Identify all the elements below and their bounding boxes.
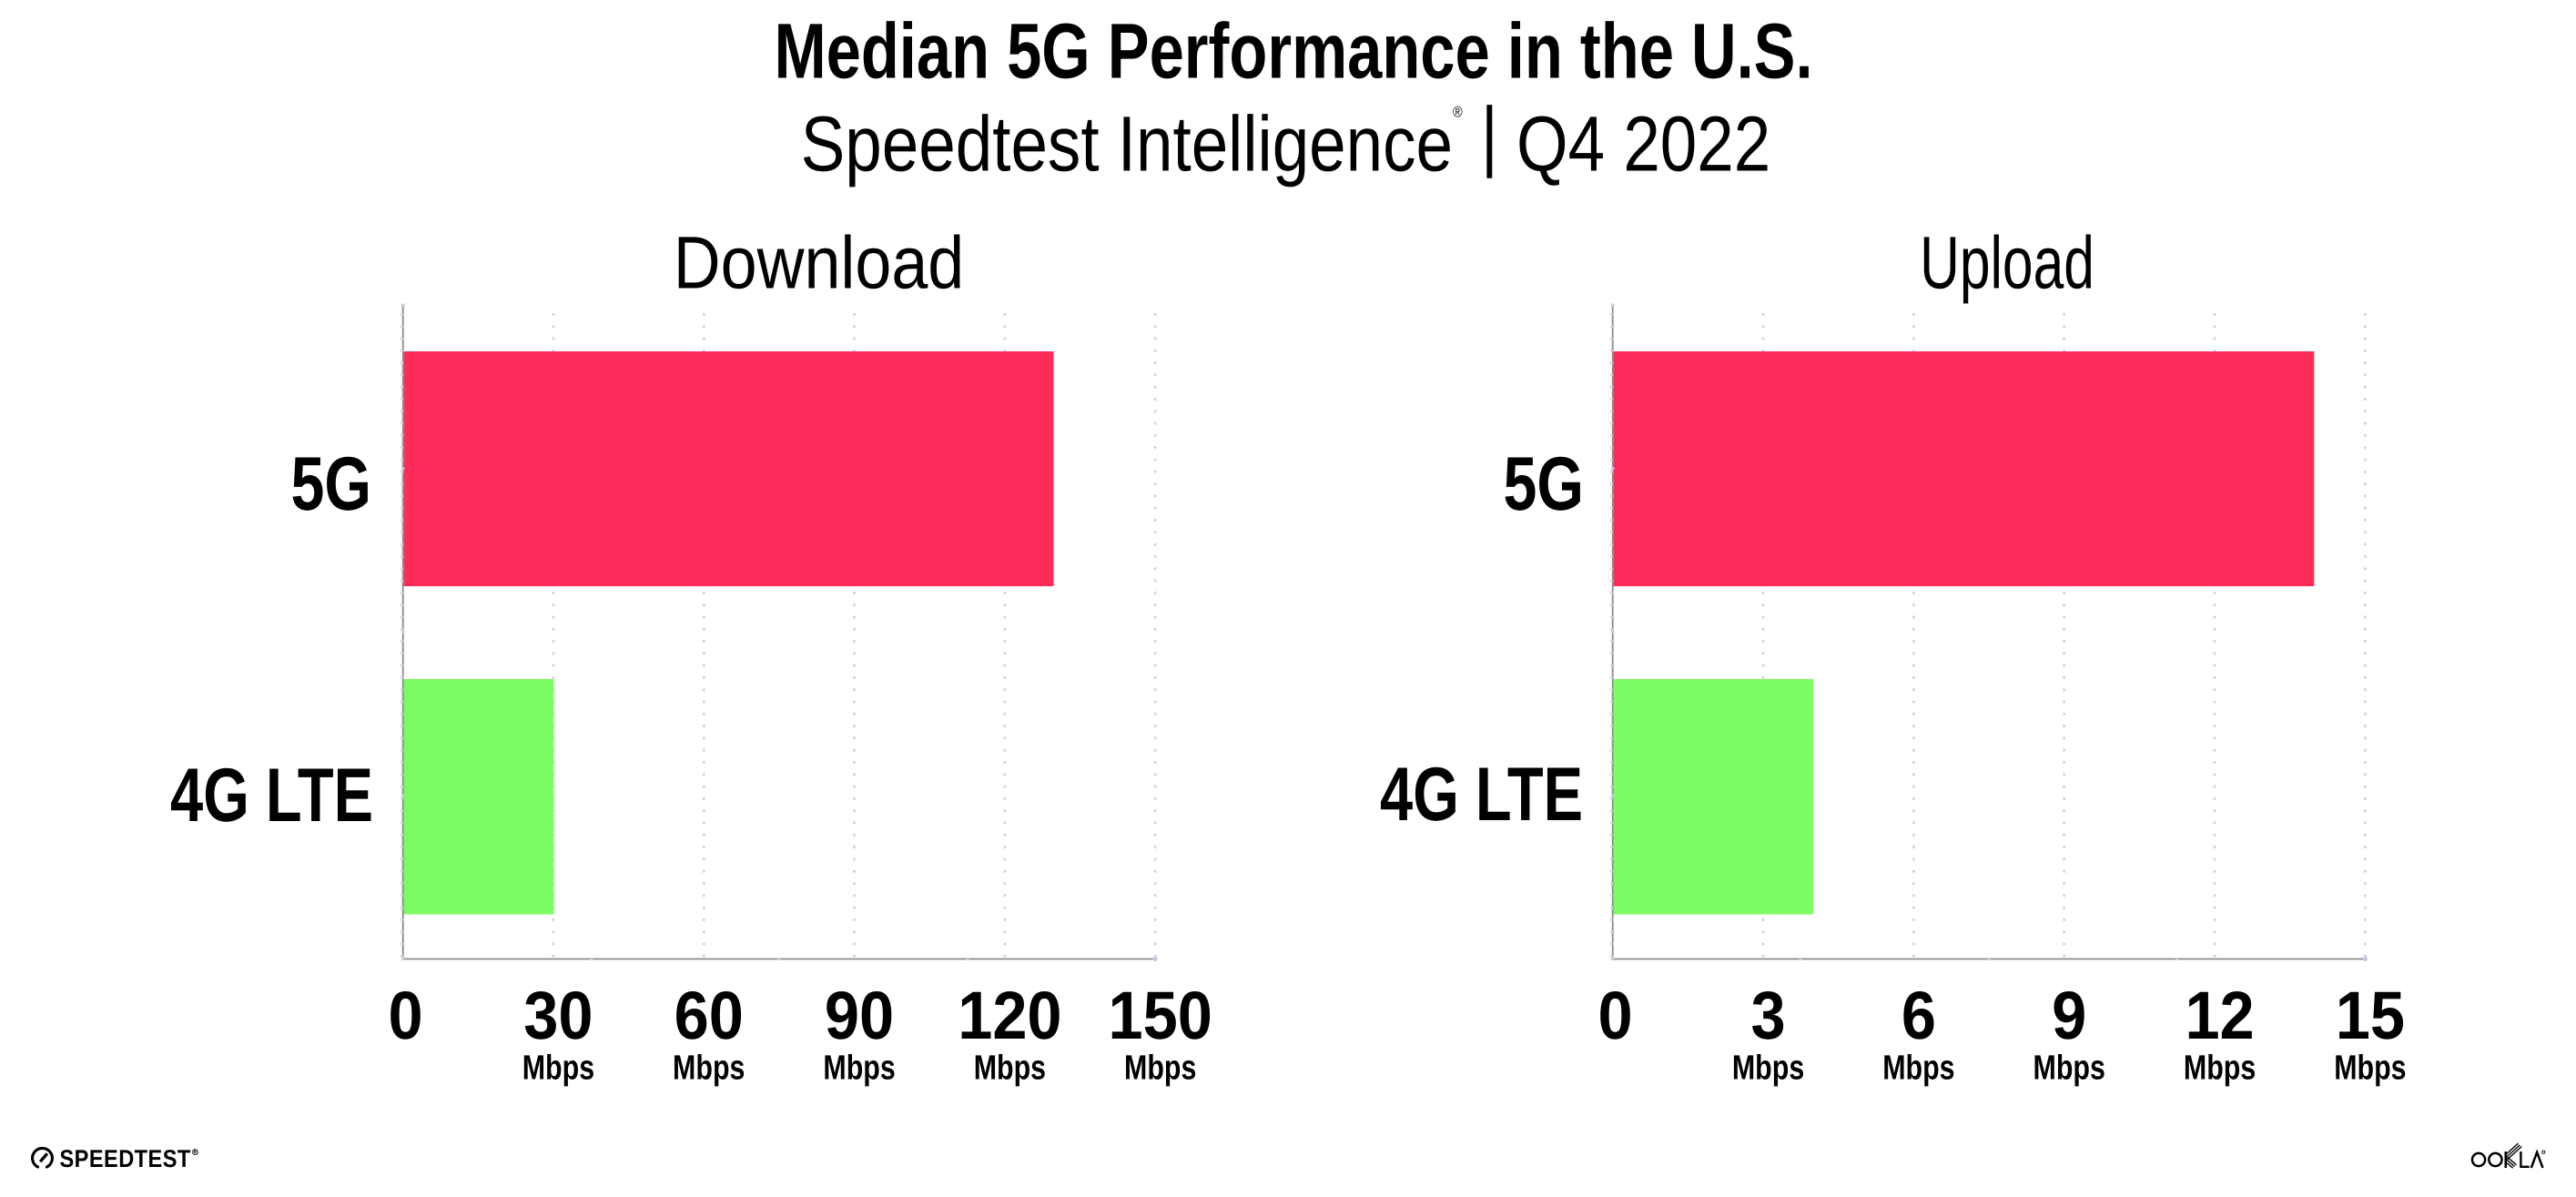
svg-text:60: 60 [674,978,744,1053]
svg-text:30: 30 [523,978,593,1053]
svg-text:Median 5G Performance in the U: Median 5G Performance in the U.S. [774,8,1812,96]
svg-text:Download: Download [674,222,964,305]
svg-text:Mbps: Mbps [1732,1049,1804,1087]
svg-text:120: 120 [958,978,1061,1053]
svg-text:Mbps: Mbps [2033,1049,2105,1087]
svg-text:Upload: Upload [1920,222,2094,305]
svg-text:0: 0 [388,978,422,1053]
svg-text:5G: 5G [290,441,371,526]
svg-text:6: 6 [1902,978,1936,1053]
svg-text:Speedtest Intelligence® | Q4 2: Speedtest Intelligence® | Q4 2022 [801,91,1771,188]
svg-text:5G: 5G [1503,441,1584,526]
svg-text:Mbps: Mbps [1124,1049,1196,1087]
svg-text:Mbps: Mbps [1882,1049,1954,1087]
svg-text:12: 12 [2185,978,2254,1053]
svg-text:Mbps: Mbps [522,1049,594,1087]
svg-text:4G LTE: 4G LTE [1380,751,1583,837]
svg-text:15: 15 [2336,978,2405,1053]
svg-text:0: 0 [1597,978,1632,1053]
svg-text:9: 9 [2052,978,2086,1053]
svg-text:Mbps: Mbps [2334,1049,2406,1087]
svg-text:Mbps: Mbps [2184,1049,2256,1087]
svg-text:150: 150 [1109,978,1212,1053]
svg-text:Mbps: Mbps [823,1049,895,1087]
svg-text:3: 3 [1750,978,1785,1053]
svg-text:Mbps: Mbps [974,1049,1046,1087]
svg-text:90: 90 [825,978,894,1053]
svg-text:4G LTE: 4G LTE [170,752,373,837]
svg-text:Mbps: Mbps [673,1049,745,1087]
svg-text:SPEEDTEST: SPEEDTEST [60,1145,191,1172]
